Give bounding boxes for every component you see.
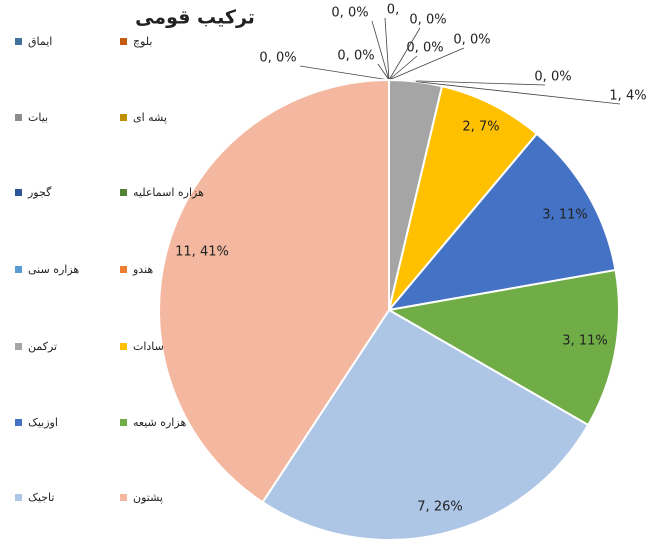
pie-slice [386,268,620,427]
leader-line [388,55,418,81]
legend-swatch [15,114,22,121]
legend-label: ایماق [28,35,52,48]
legend-swatch [120,114,127,121]
leader-line [377,63,390,81]
legend-label: هندو [132,263,153,276]
leader-line [371,20,390,81]
value-label: 0, 0% [453,33,490,48]
legend-swatch [15,266,22,273]
legend-label: تاجیک [28,491,54,504]
legend-label: اوزبیک [28,416,58,429]
legend-swatch [120,494,127,501]
legend-label: ترکمن [28,340,57,353]
value-label: 0, 0% [406,41,443,56]
pie-slice [388,84,539,311]
value-label: 0, 0% [409,13,446,28]
legend-label: پشه ای [133,111,167,124]
value-label: 0, 0% [534,70,571,85]
value-label: 7, 26% [417,500,462,515]
legend-label: هزاره اسماعلیه [133,186,204,199]
legend-swatch [120,266,127,273]
legend-swatch [15,343,22,350]
legend-swatch [120,343,127,350]
legend-label: سادات [133,340,164,353]
value-label: 0, 0% [259,51,296,66]
pie-slice [386,132,617,312]
legend-label: پشتون [133,491,163,504]
legend-swatch [120,419,127,426]
leader-line [299,65,390,81]
value-label: 0, 0% [337,49,374,64]
pie-slice [261,308,590,541]
pie-slice [158,78,390,504]
legend-label: هزاره سنی [28,263,79,276]
legend-swatch [15,419,22,426]
legend-label: گجور [27,186,52,199]
chart-title: ترکیب قومی [135,7,255,29]
value-label: 11, 41% [175,245,229,260]
leader-line [388,27,421,81]
leader-line [415,81,621,105]
legend-swatch [15,38,22,45]
leader-line [388,47,465,81]
value-label: 3, 11% [562,334,607,349]
leader-line [384,17,390,81]
legend-label: بلوچ [133,35,153,48]
value-label: 0, [387,3,399,18]
value-label: 2, 7% [462,120,499,135]
legend-label: هزاره شیعه [133,416,186,429]
legend-swatch [120,189,127,196]
legend-swatch [120,38,127,45]
legend-swatch [15,494,22,501]
legend-label: بیات [28,111,48,124]
legend-swatch [15,189,22,196]
value-label: 1, 4% [609,89,646,104]
value-label: 3, 11% [542,208,587,223]
value-label: 0, 0% [331,6,368,21]
